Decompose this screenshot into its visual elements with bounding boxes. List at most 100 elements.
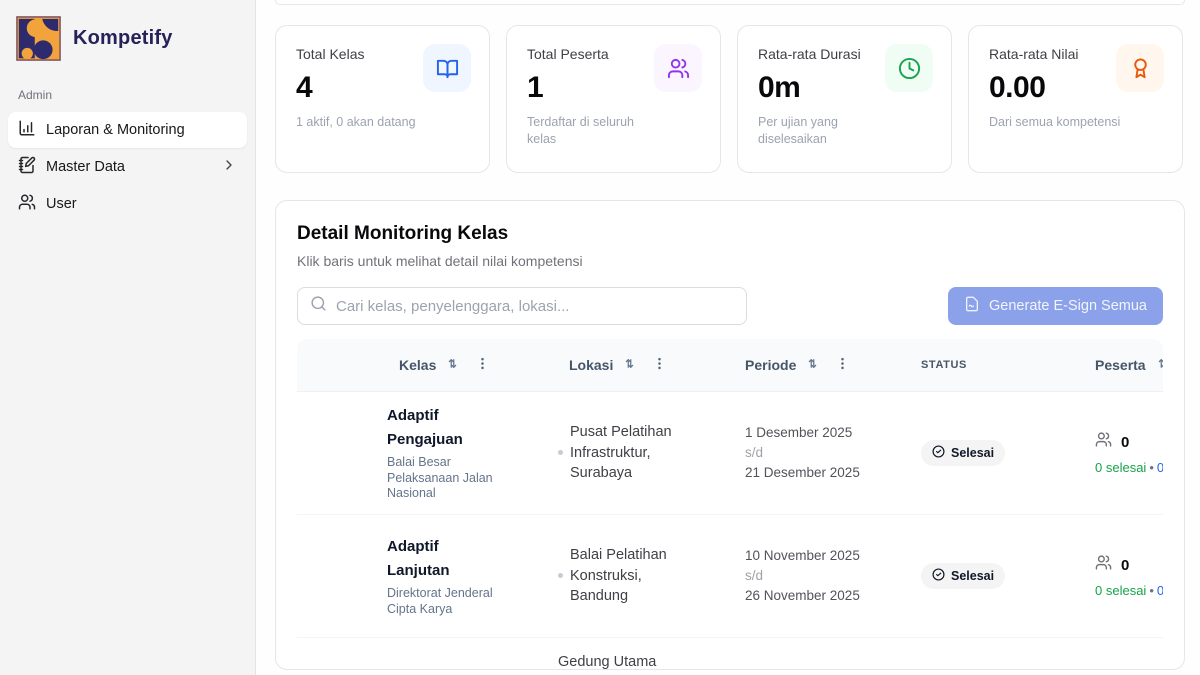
brand-name: Kompetify [73, 27, 173, 49]
periode-start: 10 November 2025 [745, 547, 860, 563]
column-label: Lokasi [569, 357, 614, 373]
e-sign-document-icon [964, 296, 980, 316]
status-badge: Selesai [921, 563, 1006, 589]
status-label: Selesai [951, 569, 995, 583]
sort-icon[interactable] [1155, 356, 1163, 374]
sidebar-item-label: Laporan & Monitoring [46, 122, 185, 138]
column-header-status: STATUS [921, 359, 1095, 371]
lokasi-text: Pusat Pelatihan Infrastruktur, Surabaya [570, 424, 672, 482]
peserta-count: 0 [1121, 433, 1130, 451]
periode-separator: s/d [745, 444, 764, 460]
sidebar-section-label: Admin [18, 88, 53, 102]
kelas-name: Adaptif Pengajuan [387, 407, 463, 449]
lokasi-text: Balai Pelatihan Konstruksi, Bandung [570, 547, 667, 605]
header-bottom-edge [275, 0, 1185, 5]
stat-value: 1 [527, 71, 544, 104]
periode-cell: 10 November 2025 s/d 26 November 2025 [745, 546, 921, 607]
sidebar: Kompetify Admin Laporan & Monitoring Mas… [0, 0, 256, 675]
stat-title: Total Kelas [296, 46, 365, 62]
panel-title: Detail Monitoring Kelas [297, 223, 509, 244]
check-circle-icon [932, 445, 945, 461]
peserta-cell: 0 0 selesai•0 proses [1095, 554, 1163, 598]
kompetify-logo-icon [16, 16, 61, 61]
stat-cards: Total Kelas 4 1 aktif, 0 akan datang Tot… [275, 25, 1185, 173]
search-input[interactable] [336, 297, 734, 315]
kelas-organizer: Direktorat Jenderal Cipta Karya [387, 585, 493, 616]
stat-value: 0m [758, 71, 801, 104]
generate-esign-button[interactable]: Generate E-Sign Semua [948, 287, 1163, 325]
sidebar-item-laporan-monitoring[interactable]: Laporan & Monitoring [8, 112, 247, 148]
book-open-icon [423, 44, 471, 92]
clock-icon [885, 44, 933, 92]
search-box[interactable] [297, 287, 747, 325]
peserta-proses: 0 proses [1156, 583, 1163, 598]
kelas-name: Adaptif Lanjutan [387, 537, 450, 579]
stat-card-total-peserta: Total Peserta 1 Terdaftar di seluruh kel… [506, 25, 721, 173]
column-label: Kelas [399, 357, 437, 373]
users-icon [1095, 431, 1112, 453]
table-row-adaptif-lanjutan[interactable]: Adaptif Lanjutan Direktorat Jenderal Cip… [297, 515, 1163, 638]
sidebar-item-master-data[interactable]: Master Data [8, 149, 247, 185]
peserta-cell: 0 0 selesai•0 proses [1095, 431, 1163, 475]
column-label: Periode [745, 357, 797, 373]
column-label: STATUS [921, 359, 967, 371]
peserta-proses: 0 proses [1156, 460, 1163, 475]
stat-subtitle: Dari semua kompetensi [989, 115, 1121, 129]
periode-start: 1 Desember 2025 [745, 424, 853, 440]
sort-icon[interactable] [622, 356, 637, 374]
notebook-pen-icon [18, 156, 36, 178]
chevron-right-icon [221, 157, 237, 177]
sidebar-item-label: User [46, 196, 77, 212]
peserta-count: 0 [1121, 556, 1130, 574]
stat-value: 0.00 [989, 71, 1046, 104]
periode-end: 21 Desember 2025 [745, 465, 860, 481]
stat-title: Rata-rata Durasi [758, 46, 861, 62]
stat-card-total-kelas: Total Kelas 4 1 aktif, 0 akan datang [275, 25, 490, 173]
table-row-partial[interactable]: Gedung Utama [297, 638, 1163, 675]
stat-value: 4 [296, 71, 313, 104]
panel-subtitle: Klik baris untuk melihat detail nilai ko… [297, 253, 583, 269]
status-label: Selesai [951, 446, 995, 460]
table-row-adaptif-pengajuan[interactable]: Adaptif Pengajuan Balai Besar Pelaksanaa… [297, 392, 1163, 515]
sidebar-item-user[interactable]: User [8, 186, 247, 222]
stat-card-rata-durasi: Rata-rata Durasi 0m Per ujian yang disel… [737, 25, 952, 173]
users-icon [18, 193, 36, 215]
peserta-selesai: 0 selesai [1095, 460, 1147, 475]
sort-icon[interactable] [445, 356, 460, 374]
search-icon [310, 295, 327, 317]
award-icon [1116, 44, 1164, 92]
panel-toolbar: Generate E-Sign Semua [297, 287, 1163, 325]
monitoring-table: Kelas [297, 339, 1163, 675]
bar-chart-icon [18, 119, 36, 141]
sort-icon[interactable] [805, 356, 820, 374]
stat-title: Total Peserta [527, 46, 609, 62]
column-menu-icon[interactable] [829, 356, 850, 374]
users-icon [1095, 554, 1112, 576]
periode-separator: s/d [745, 567, 764, 583]
brand: Kompetify [8, 14, 247, 61]
peserta-selesai: 0 selesai [1095, 583, 1147, 598]
detail-monitoring-panel: Detail Monitoring Kelas Klik baris untuk… [275, 200, 1185, 670]
periode-end: 26 November 2025 [745, 588, 860, 604]
stat-title: Rata-rata Nilai [989, 46, 1079, 62]
check-circle-icon [932, 568, 945, 584]
stat-subtitle: Terdaftar di seluruh kelas [527, 115, 635, 146]
sidebar-item-label: Master Data [46, 159, 125, 175]
column-header-periode: Periode [745, 356, 921, 374]
kelas-organizer: Balai Besar Pelaksanaan Jalan Nasional [387, 455, 493, 501]
lokasi-text: Gedung Utama [558, 654, 657, 670]
peserta-dot: • [1149, 583, 1154, 598]
column-label: Peserta [1095, 357, 1146, 373]
peserta-dot: • [1149, 460, 1154, 475]
generate-esign-label: Generate E-Sign Semua [989, 298, 1147, 314]
main-content: Total Kelas 4 1 aktif, 0 akan datang Tot… [256, 0, 1200, 675]
column-menu-icon[interactable] [646, 356, 667, 374]
column-header-lokasi: Lokasi [569, 356, 745, 374]
stat-subtitle: Per ujian yang diselesaikan [758, 115, 838, 146]
status-badge: Selesai [921, 440, 1006, 466]
stat-subtitle: 1 aktif, 0 akan datang [296, 115, 416, 129]
stat-card-rata-nilai: Rata-rata Nilai 0.00 Dari semua kompeten… [968, 25, 1183, 173]
location-dot-icon [558, 450, 563, 456]
column-menu-icon[interactable] [469, 356, 490, 374]
